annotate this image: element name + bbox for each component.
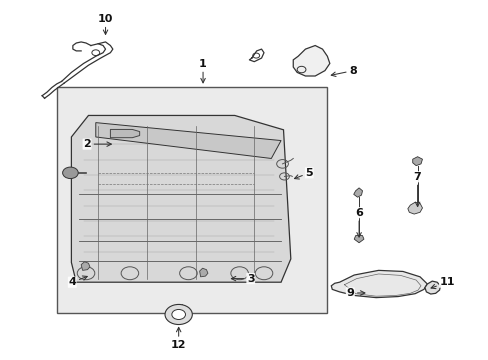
Polygon shape bbox=[412, 157, 422, 166]
Text: 11: 11 bbox=[430, 277, 454, 289]
Text: 1: 1 bbox=[199, 59, 206, 83]
Polygon shape bbox=[199, 268, 207, 277]
Text: 3: 3 bbox=[231, 274, 254, 284]
Circle shape bbox=[62, 167, 78, 179]
Polygon shape bbox=[96, 123, 281, 158]
Polygon shape bbox=[71, 116, 290, 282]
Circle shape bbox=[164, 305, 192, 324]
Bar bbox=[57, 87, 327, 313]
Polygon shape bbox=[353, 188, 362, 197]
Text: 8: 8 bbox=[330, 66, 356, 76]
Polygon shape bbox=[353, 235, 363, 243]
Text: 4: 4 bbox=[68, 276, 87, 287]
Polygon shape bbox=[81, 262, 90, 270]
Text: 9: 9 bbox=[346, 288, 364, 298]
Text: 6: 6 bbox=[354, 208, 362, 237]
Polygon shape bbox=[330, 270, 427, 298]
Text: 7: 7 bbox=[413, 172, 421, 207]
Polygon shape bbox=[110, 130, 140, 138]
Text: 12: 12 bbox=[171, 327, 186, 350]
Text: 2: 2 bbox=[83, 139, 111, 149]
Text: 5: 5 bbox=[294, 168, 312, 179]
Polygon shape bbox=[424, 281, 440, 294]
Polygon shape bbox=[293, 45, 329, 76]
Text: 10: 10 bbox=[98, 14, 113, 35]
Polygon shape bbox=[407, 202, 422, 214]
Circle shape bbox=[171, 310, 185, 319]
